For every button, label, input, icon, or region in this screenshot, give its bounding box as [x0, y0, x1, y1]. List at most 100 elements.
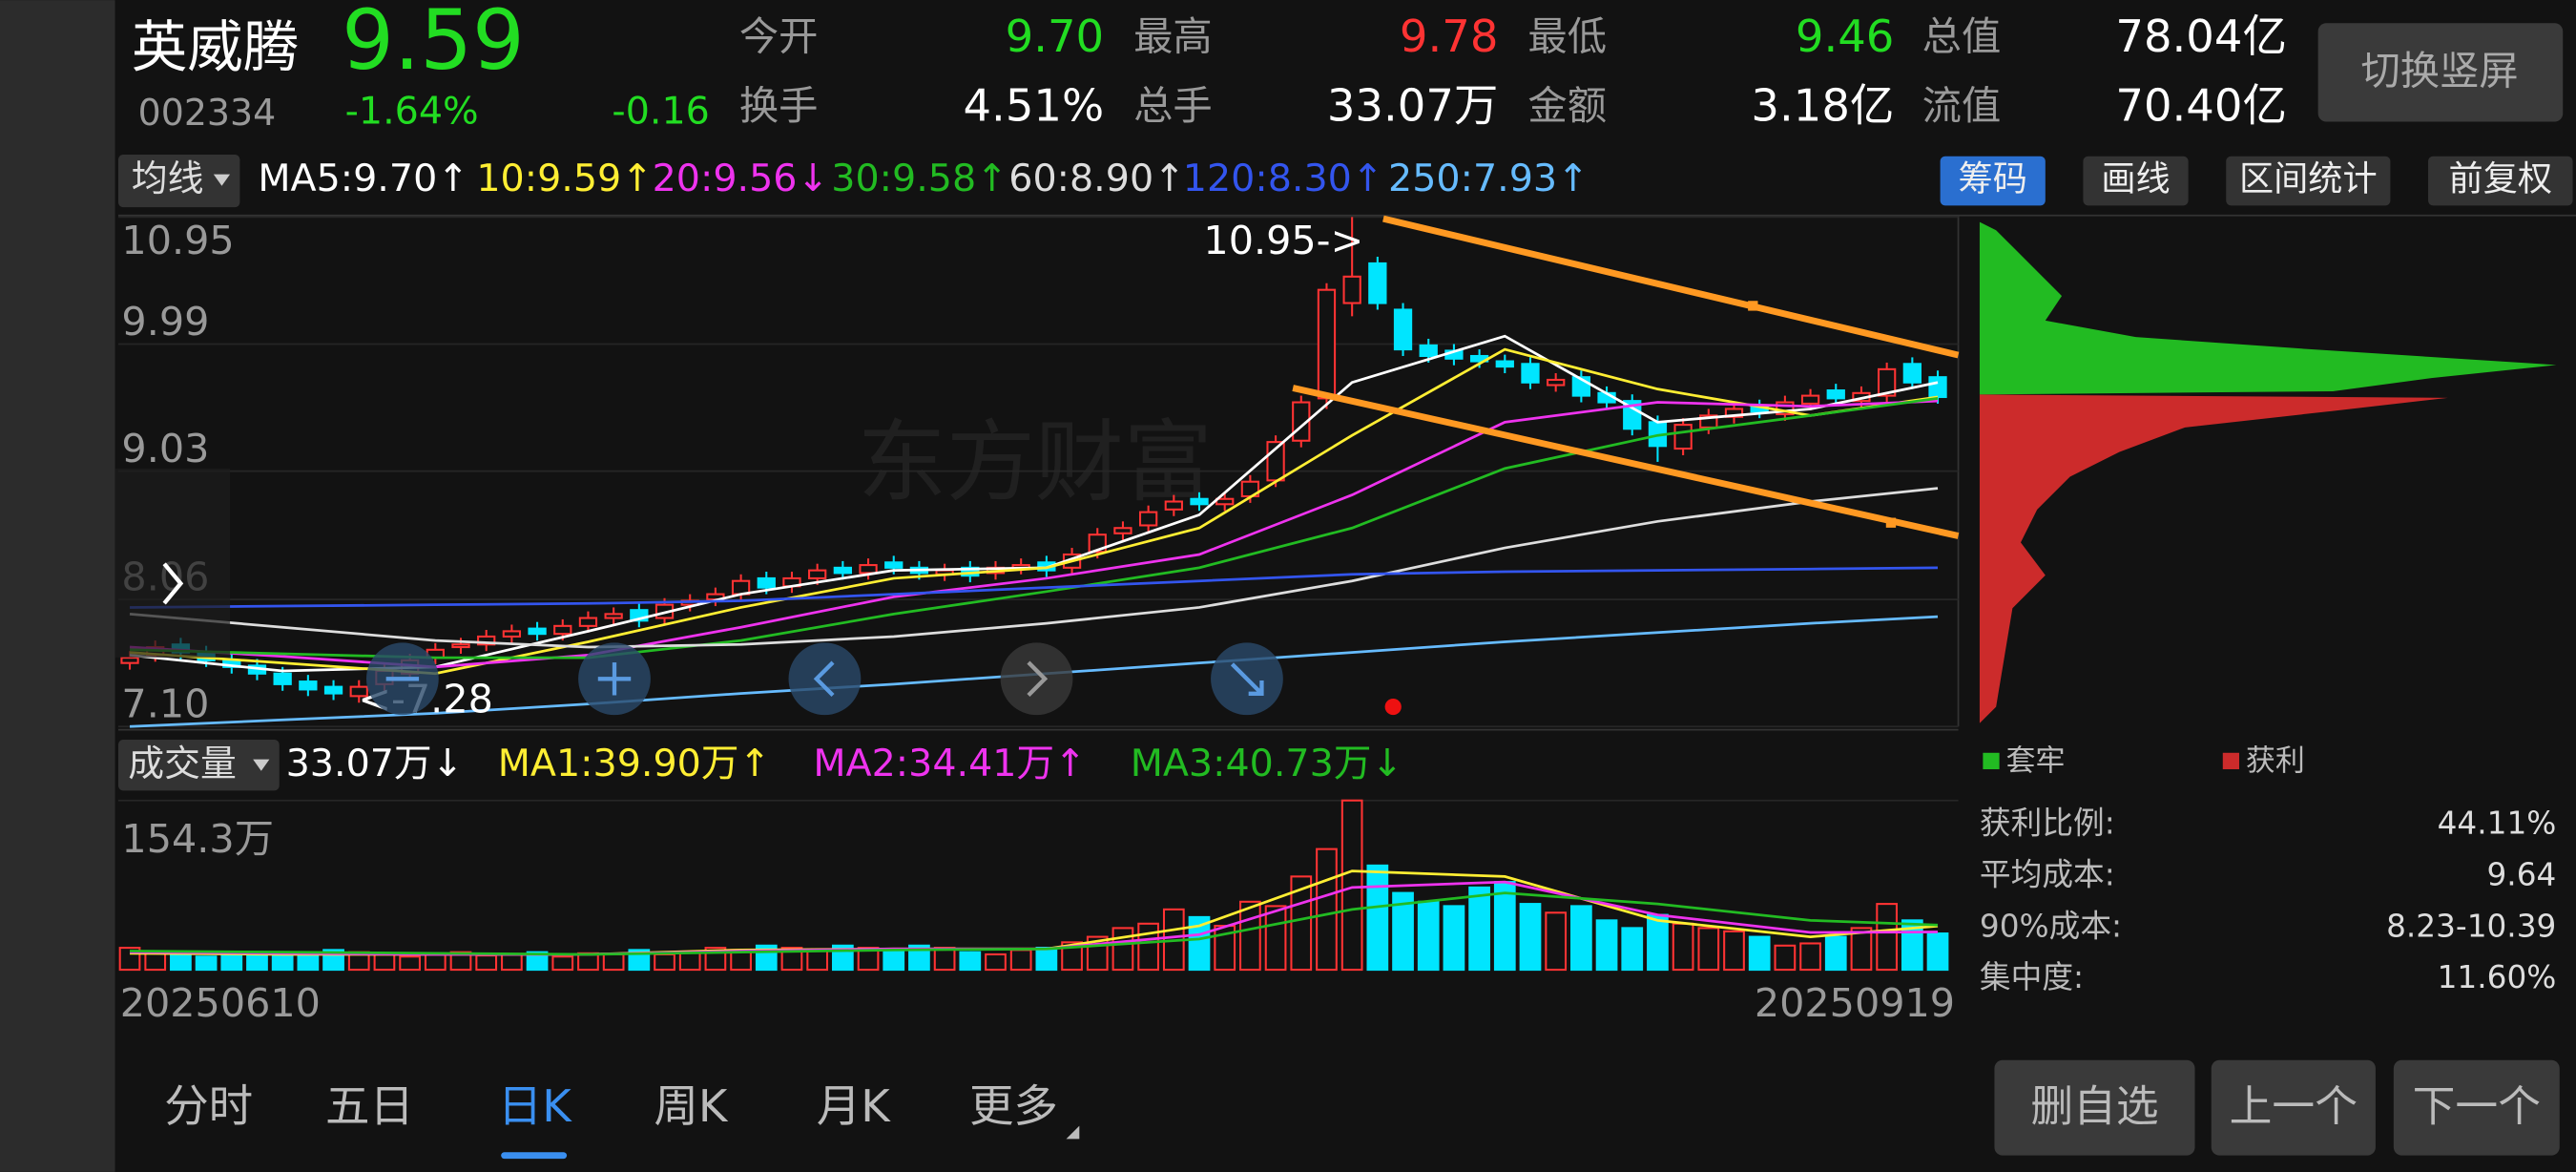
volume-selector[interactable]: [117, 740, 280, 791]
tool-button[interactable]: [1940, 156, 2046, 206]
trend-handle: [1885, 517, 1897, 528]
rotate-label: 切换竖屏: [2360, 49, 2518, 94]
volume-bar: [1035, 947, 1058, 972]
chip-stat-value: 8.23-10.39: [2386, 908, 2556, 944]
nav-button[interactable]: [1994, 1059, 2195, 1156]
tab[interactable]: 更多: [969, 1080, 1058, 1132]
candle-body: [120, 657, 139, 664]
volume-bar: [271, 954, 294, 972]
y-tick-label: 10.95: [121, 218, 234, 263]
legend-swatch: [2222, 752, 2240, 769]
legend-entry: MA3:40.73万↓: [1131, 742, 1403, 785]
y-tick-label: 9.99: [121, 299, 209, 345]
chip-stats: 获利比例: 44.11% 平均成本: 9.64 90%成本: 8.23-10.39 集中度:…: [1980, 806, 2556, 996]
volume-bar: [297, 952, 320, 972]
move-right[interactable]: [1000, 642, 1073, 716]
volume-bar: [1264, 905, 1287, 972]
tab[interactable]: 周K: [654, 1080, 728, 1132]
candle-body: [1800, 394, 1820, 405]
tool-button[interactable]: [2226, 156, 2391, 206]
chip-stat-value: 9.64: [2487, 856, 2557, 892]
tab[interactable]: 日K: [498, 1080, 572, 1132]
stat-value: 9.78: [1400, 10, 1499, 62]
tool-button-label: 画线: [2101, 158, 2170, 199]
nav-buttons: 删自选 上一个 下一个: [1994, 1059, 2560, 1156]
candle-body: [1878, 367, 1897, 397]
candle-body: [1215, 497, 1235, 506]
candle-body: [528, 627, 547, 636]
volume-bar: [678, 951, 701, 972]
dropdown-arrow: [253, 759, 270, 771]
ma-line: [130, 566, 1939, 609]
candle-body: [451, 643, 470, 649]
legend-entry: 20:9.56↓: [653, 157, 829, 200]
volume-bar: [1519, 903, 1542, 972]
candle-body: [884, 561, 904, 569]
side-toggle[interactable]: [114, 468, 231, 658]
legend-entry: 60:8.90↑: [1008, 157, 1185, 200]
tool-button[interactable]: [2428, 156, 2573, 206]
candle-body: [273, 672, 292, 685]
trend-line: [1382, 215, 1960, 359]
volume-bar: [1545, 911, 1568, 972]
legend-label: 获利: [2246, 744, 2305, 779]
rotate-button[interactable]: [2317, 23, 2564, 122]
nav-button[interactable]: [2393, 1059, 2560, 1156]
volume-bar: [1468, 886, 1490, 972]
volume-bar: [1748, 935, 1771, 972]
stat-label: 总值: [1922, 13, 2002, 59]
stat-label: 流值: [1922, 83, 2002, 129]
stat-value: 78.04亿: [2115, 10, 2287, 62]
volume-current: 33.07万↓: [286, 742, 464, 785]
stat-value: 3.18亿: [1751, 79, 1894, 131]
chip-stat-label: 平均成本:: [1980, 856, 2115, 892]
candle-body: [1547, 378, 1566, 387]
ma-selector[interactable]: [117, 154, 240, 208]
stat-label: 换手: [739, 83, 819, 129]
volume-bar: [1340, 799, 1363, 972]
volume-bar: [1493, 881, 1516, 972]
chip-stat-label: 集中度:: [1980, 959, 2084, 995]
volume-bar: [1009, 949, 1032, 972]
candle-body: [1623, 400, 1642, 430]
volume-bar: [1392, 891, 1414, 972]
tool-button-label: 区间统计: [2239, 158, 2378, 199]
candle-body: [299, 680, 318, 691]
control-icons: [385, 660, 1264, 698]
tool-button[interactable]: [2083, 156, 2189, 206]
candle-body: [502, 630, 522, 638]
chip-stat-label: 90%成本:: [1980, 908, 2122, 944]
change: -0.16: [612, 89, 709, 133]
stock-price: 9.59: [342, 0, 525, 89]
volume-bar: [475, 954, 498, 972]
stat-label: 金额: [1527, 83, 1607, 129]
candle-body: [1419, 344, 1438, 358]
legend-entry: MA1:39.90万↑: [498, 742, 771, 785]
volume-bar: [1417, 900, 1440, 972]
volume-bar: [780, 947, 803, 972]
tab[interactable]: 分时: [164, 1080, 253, 1132]
candle-body: [757, 576, 776, 589]
stat-label: 今开: [739, 13, 819, 59]
volume-bar: [1850, 927, 1873, 972]
volume-bar: [1443, 905, 1465, 972]
tab[interactable]: 月K: [817, 1080, 891, 1132]
volume-bar: [195, 955, 218, 972]
candle-body: [1495, 360, 1514, 368]
candle-body: [1724, 408, 1744, 418]
candle-body: [859, 564, 878, 575]
event-dot: [1384, 698, 1402, 716]
nav-button-label: 删自选: [2030, 1080, 2158, 1131]
volume-bar: [1137, 922, 1159, 972]
volume-bar: [602, 952, 625, 972]
volume-bar: [1672, 922, 1694, 972]
legend-entry: MA2:34.41万↑: [813, 742, 1086, 785]
ma-selector-label: 均线: [132, 157, 204, 199]
legend-label: 套牢: [2005, 744, 2065, 779]
ma-line: [129, 397, 1939, 659]
move-left[interactable]: [788, 642, 862, 716]
tab[interactable]: 五日: [325, 1080, 414, 1132]
candle-body: [630, 609, 649, 622]
nav-button[interactable]: [2211, 1059, 2376, 1156]
